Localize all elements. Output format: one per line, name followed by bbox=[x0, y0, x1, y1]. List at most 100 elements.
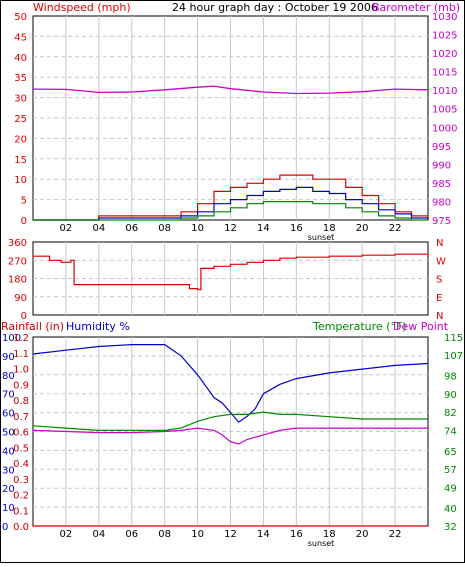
temp-x-tick-label: 12 bbox=[224, 529, 237, 540]
sunset-label: sunset bbox=[308, 539, 335, 548]
rainfall-y-tick-label: 0.2 bbox=[13, 491, 29, 502]
humidity-y-tick-label: 30 bbox=[2, 465, 15, 476]
baro-y-tick-label: 1015 bbox=[432, 68, 457, 79]
temperature-y-tick-label: 49 bbox=[444, 483, 457, 494]
chart-title: 24 hour graph day : October 19 2006 bbox=[172, 1, 378, 14]
wind-x-tick-label: 08 bbox=[158, 223, 171, 234]
wind-x-tick-label: 04 bbox=[92, 223, 105, 234]
wind-x-tick-label: 20 bbox=[356, 223, 369, 234]
temp-x-tick-label: 10 bbox=[191, 529, 204, 540]
baro-y-tick-label: 985 bbox=[432, 179, 451, 190]
direction-y-tick-label: 0 bbox=[21, 311, 27, 322]
compass-tick-label: W bbox=[436, 256, 446, 267]
compass-tick-label: E bbox=[436, 293, 442, 304]
temperature-y-tick-label: 40 bbox=[444, 504, 457, 515]
wind-y-tick-label: 50 bbox=[14, 12, 27, 23]
series-line-wind_avg bbox=[33, 201, 428, 221]
temp-x-tick-label: 22 bbox=[389, 529, 402, 540]
baro-axis-label: Barometer (mb) bbox=[372, 1, 460, 14]
temp-x-tick-label: 02 bbox=[60, 529, 73, 540]
temperature-y-tick-label: 90 bbox=[444, 390, 457, 401]
temp-x-tick-label: 18 bbox=[323, 529, 336, 540]
direction-y-tick-label: 90 bbox=[14, 293, 27, 304]
rainfall-y-tick-label: 0.7 bbox=[13, 412, 29, 423]
direction-y-tick-label: 180 bbox=[8, 275, 27, 286]
series-line-direction bbox=[33, 253, 429, 291]
baro-y-tick-label: 975 bbox=[432, 216, 451, 227]
temperature-y-tick-label: 65 bbox=[444, 447, 457, 458]
humidity-y-tick-label: 20 bbox=[2, 484, 15, 495]
humidity-y-tick-label: 80 bbox=[2, 371, 15, 382]
rainfall-y-tick-label: 0.4 bbox=[13, 459, 29, 470]
temperature-axis-label: Temperature (°F) bbox=[312, 320, 407, 333]
rainfall-axis-label: Rainfall (in) bbox=[1, 320, 64, 333]
temp-x-tick-label: 06 bbox=[125, 529, 138, 540]
series-line-baro bbox=[32, 85, 429, 95]
baro-y-tick-label: 980 bbox=[432, 197, 451, 208]
rainfall-y-tick-label: 0.3 bbox=[13, 475, 29, 486]
wind-y-tick-label: 45 bbox=[14, 32, 27, 43]
wind-x-tick-label: 02 bbox=[60, 223, 73, 234]
wind-y-tick-label: 35 bbox=[14, 73, 27, 84]
humidity-y-tick-label: 60 bbox=[2, 409, 15, 420]
humidity-y-tick-label: 50 bbox=[2, 428, 15, 439]
sunset-label: sunset bbox=[308, 233, 335, 242]
temperature-y-tick-label: 115 bbox=[444, 333, 463, 344]
wind-y-tick-label: 5 bbox=[21, 196, 27, 207]
wind-axis-label: Windspeed (mph) bbox=[33, 1, 131, 14]
wind-y-tick-label: 10 bbox=[14, 175, 27, 186]
baro-y-tick-label: 1025 bbox=[432, 31, 457, 42]
rainfall-y-tick-label: 1.1 bbox=[13, 349, 29, 360]
baro-y-tick-label: 1030 bbox=[432, 12, 457, 23]
wind-x-tick-label: 14 bbox=[257, 223, 270, 234]
rainfall-y-tick-label: 0.8 bbox=[13, 396, 29, 407]
wind-x-tick-label: 10 bbox=[191, 223, 204, 234]
wind-x-tick-label: 18 bbox=[323, 223, 336, 234]
temperature-y-tick-label: 57 bbox=[444, 465, 457, 476]
series-line-dew bbox=[32, 427, 428, 445]
dewpoint-axis-label: Dew Point bbox=[393, 320, 449, 333]
temp-x-tick-label: 04 bbox=[92, 529, 105, 540]
humidity-axis-label: Humidity % bbox=[66, 320, 130, 333]
rainfall-y-tick-label: 1.0 bbox=[13, 365, 29, 376]
direction-y-tick-label: 270 bbox=[8, 256, 27, 267]
temperature-y-tick-label: 32 bbox=[444, 522, 457, 533]
baro-y-tick-label: 1020 bbox=[432, 49, 457, 60]
series-line-wind bbox=[33, 174, 429, 221]
rainfall-y-tick-label: 0.6 bbox=[13, 428, 29, 439]
temp-x-tick-label: 14 bbox=[257, 529, 270, 540]
series-line-temp bbox=[32, 411, 428, 431]
temperature-y-tick-label: 107 bbox=[444, 351, 463, 362]
wind-x-tick-label: 16 bbox=[290, 223, 303, 234]
humidity-y-tick-label: 70 bbox=[2, 390, 15, 401]
humidity-y-tick-label: 90 bbox=[2, 352, 15, 363]
compass-tick-label: N bbox=[436, 311, 443, 322]
humidity-y-tick-label: 40 bbox=[2, 446, 15, 457]
temp-x-tick-label: 16 bbox=[290, 529, 303, 540]
temp-x-tick-label: 08 bbox=[158, 529, 171, 540]
rainfall-y-tick-label: 1.2 bbox=[13, 333, 29, 344]
humidity-y-tick-label: 100 bbox=[2, 333, 21, 344]
rainfall-y-tick-label: 0.9 bbox=[13, 380, 29, 391]
wind-y-tick-label: 40 bbox=[14, 53, 27, 64]
temp-x-tick-label: 20 bbox=[356, 529, 369, 540]
wind-y-tick-label: 15 bbox=[14, 155, 27, 166]
wind-x-tick-label: 12 bbox=[224, 223, 237, 234]
temperature-y-tick-label: 74 bbox=[444, 426, 457, 437]
baro-y-tick-label: 1000 bbox=[432, 123, 457, 134]
temperature-y-tick-label: 82 bbox=[444, 408, 457, 419]
baro-y-tick-label: 1005 bbox=[432, 105, 457, 116]
wind-x-tick-label: 06 bbox=[125, 223, 138, 234]
wind-y-tick-label: 25 bbox=[14, 114, 27, 125]
compass-tick-label: N bbox=[436, 238, 443, 249]
rainfall-y-tick-label: 0.0 bbox=[13, 522, 29, 533]
wind-y-tick-label: 0 bbox=[21, 216, 27, 227]
humidity-y-tick-label: 0 bbox=[2, 522, 8, 533]
rainfall-y-tick-label: 0.5 bbox=[13, 443, 29, 454]
rainfall-y-tick-label: 0.1 bbox=[13, 506, 29, 517]
baro-y-tick-label: 990 bbox=[432, 160, 451, 171]
wind-x-tick-label: 22 bbox=[389, 223, 402, 234]
baro-y-tick-label: 1010 bbox=[432, 86, 457, 97]
